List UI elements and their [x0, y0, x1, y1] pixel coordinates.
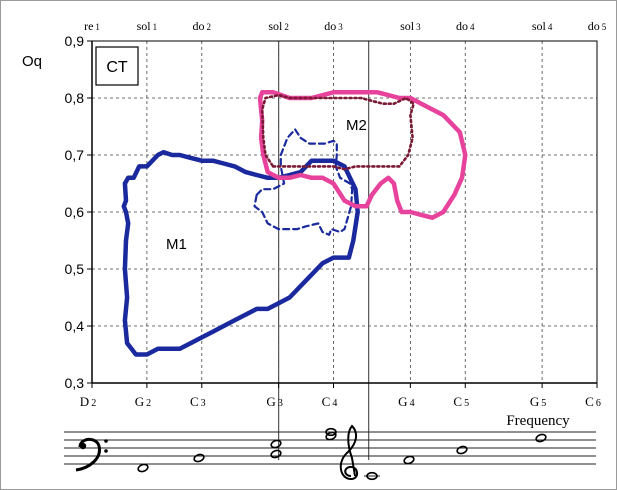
- staff-note: [193, 453, 205, 463]
- y-tick-label: 0,4: [65, 318, 85, 334]
- bass-clef-icon: [75, 437, 101, 472]
- staff-note: [366, 471, 378, 481]
- staff-note: [403, 455, 415, 465]
- series-label-m1: M1: [166, 236, 187, 253]
- x-tick-label-top: do 3: [324, 19, 343, 33]
- y-tick-label: 0,6: [65, 204, 85, 220]
- bass-clef-dot-icon: [79, 442, 87, 450]
- series-layer: [121, 90, 468, 357]
- y-tick-label: 0,3: [65, 375, 85, 391]
- x-tick-label-top: do 4: [456, 19, 475, 33]
- series-contour-0: [121, 149, 360, 357]
- bass-clef-dot-icon: [104, 439, 108, 443]
- staff-note: [270, 449, 282, 459]
- x-tick-label-top: re 1: [84, 19, 100, 33]
- treble-clef-icon: [339, 424, 358, 480]
- x-tick-label-top: sol 1: [137, 19, 158, 33]
- y-tick-label: 0,5: [65, 261, 85, 277]
- y-axis-title: Oq: [22, 53, 42, 70]
- x-tick-label-top: do 2: [193, 19, 212, 33]
- x-tick-label-top: sol 3: [400, 19, 421, 33]
- staff-note: [270, 439, 282, 449]
- y-tick-label: 0,8: [65, 90, 85, 106]
- staff-note: [325, 427, 337, 437]
- ct-label-box: [95, 46, 139, 86]
- bass-clef-dot-icon: [104, 449, 108, 453]
- staff-note: [535, 433, 547, 443]
- staff-note: [137, 463, 149, 473]
- staff-note: [456, 445, 468, 455]
- series-contour-1: [253, 128, 354, 236]
- y-tick-label: 0,7: [65, 147, 85, 163]
- register-boundaries: [278, 41, 370, 460]
- x-tick-label-top: sol 4: [532, 19, 553, 33]
- x-tick-label-top: do 5: [588, 19, 607, 33]
- axes: 0,3 0,4 0,5 0,6 0,7 0,8 0,9 D 2 G 2 C 3 G 3 C 4 G 4 C 5 G 5 C 6 r…: [65, 19, 607, 409]
- x-axis-title: Frequency: [506, 413, 570, 429]
- y-tick-label: 0,9: [65, 33, 85, 49]
- ct-label: CT: [106, 59, 128, 76]
- series-label-m2: M2: [346, 117, 367, 134]
- series-contour-3: [260, 93, 415, 171]
- x-tick-label-top: sol 2: [268, 19, 289, 33]
- music-staff: [64, 424, 596, 481]
